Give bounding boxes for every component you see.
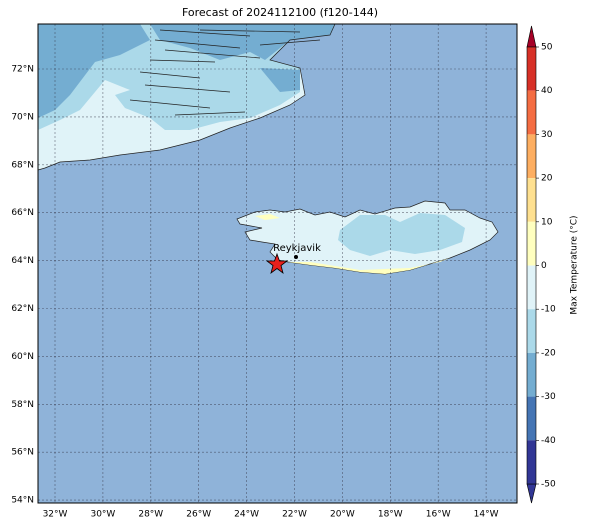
location-dot xyxy=(294,255,298,259)
lat-label: 54°N xyxy=(11,496,34,506)
lat-label: 72°N xyxy=(11,65,34,75)
colorbar-tick-label: 40 xyxy=(541,86,553,96)
colorbar-band xyxy=(527,178,536,222)
colorbar-band xyxy=(527,352,536,397)
map-title: Forecast of 2024112100 (f120-144) xyxy=(182,6,378,19)
location-star xyxy=(265,252,289,275)
lon-label: 14°W xyxy=(474,510,499,520)
fjord-lines xyxy=(129,29,321,116)
lon-label: 20°W xyxy=(330,510,355,520)
colorbar-band xyxy=(527,221,536,266)
map-frame xyxy=(37,23,518,504)
greenland-colder xyxy=(38,24,150,118)
colorbar-tick-label: 10 xyxy=(541,217,553,227)
lat-label: 62°N xyxy=(11,304,34,314)
colorbar-band xyxy=(527,265,536,310)
colorbar-tick-label: -50 xyxy=(541,480,556,490)
colorbar: 50 40 30 20 10 0 -10 -20 -30 -40 -50 xyxy=(526,25,556,504)
colorbar-tick-label: -20 xyxy=(541,348,556,358)
lon-label: 28°W xyxy=(138,510,163,520)
colorbar-band xyxy=(527,134,536,179)
lon-label: 16°W xyxy=(426,510,451,520)
iceland-warm-coast xyxy=(288,258,450,274)
colorbar-tick-label: -30 xyxy=(541,392,556,402)
lat-label: 58°N xyxy=(11,400,34,410)
colorbar-tick-label: 50 xyxy=(541,43,553,53)
lon-label: 30°W xyxy=(90,510,115,520)
lon-label: 26°W xyxy=(186,510,211,520)
lat-label: 56°N xyxy=(11,448,34,458)
colorbar-over xyxy=(526,25,537,48)
colorbar-label: Max Temperature (°C) xyxy=(570,215,580,314)
lat-label: 66°N xyxy=(11,208,34,218)
greenland-colder xyxy=(260,68,300,92)
lat-label: 70°N xyxy=(11,112,34,122)
colorbar-band xyxy=(527,440,536,484)
place-label: Reykjavik xyxy=(273,243,321,254)
colorbar-under xyxy=(526,483,537,504)
iceland-cold xyxy=(338,213,465,256)
colorbar-band xyxy=(527,47,536,91)
lat-label: 68°N xyxy=(11,160,34,170)
greenland-colder xyxy=(150,24,335,60)
map-area xyxy=(38,24,517,503)
lat-label: 60°N xyxy=(11,352,34,362)
lon-label: 18°W xyxy=(378,510,403,520)
greenland-coast xyxy=(38,24,336,171)
colorbar-tick-label: 0 xyxy=(541,261,547,271)
iceland-warm-coast xyxy=(255,214,280,220)
lon-label: 22°W xyxy=(282,510,307,520)
colorbar-band xyxy=(527,90,536,135)
colorbar-band xyxy=(527,396,536,441)
colorbar-tick-label: -10 xyxy=(541,305,556,315)
lon-label: 24°W xyxy=(234,510,259,520)
colorbar-tick-label: 20 xyxy=(541,174,553,184)
colorbar-tick-label: -40 xyxy=(541,436,556,446)
lon-label: 32°W xyxy=(43,510,68,520)
colorbar-tick-label: 30 xyxy=(541,130,553,140)
lat-label: 64°N xyxy=(11,256,34,266)
colorbar-band xyxy=(527,309,536,353)
